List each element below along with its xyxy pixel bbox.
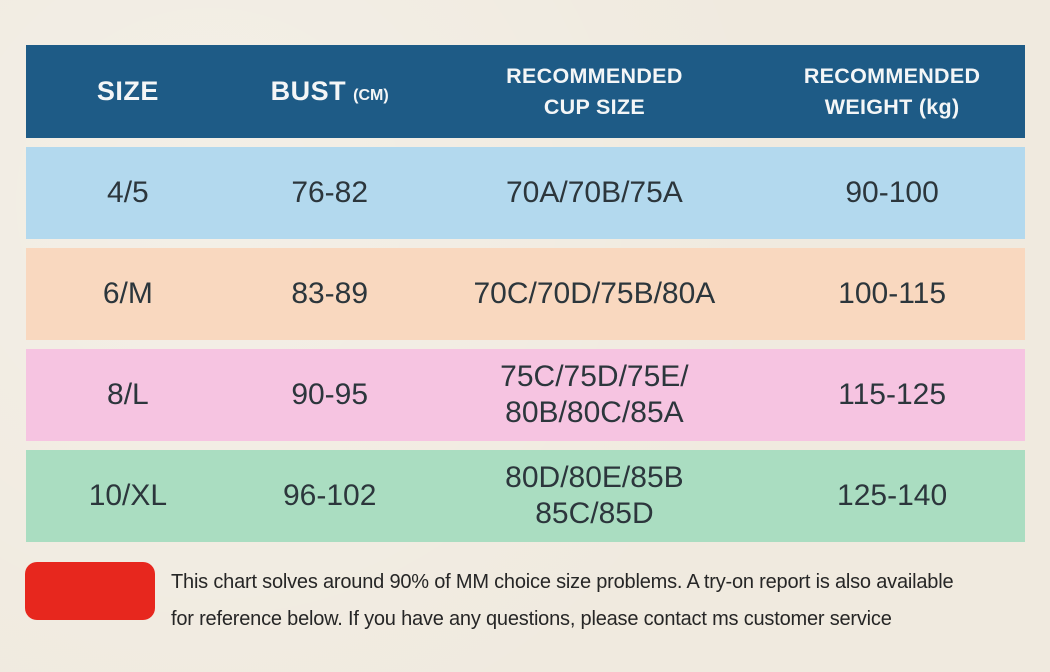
table-body: 4/5 76-82 70A/70B/75A 90-100 6/M 83-89 70C/70D… bbox=[26, 147, 1025, 542]
cell-size-value: 4/5 bbox=[107, 176, 149, 209]
header-weight-line2: WEIGHT (kg) bbox=[824, 94, 960, 119]
table-header-row: SIZE BUST (CM) RECOMMENDED CUP SIZE RECO… bbox=[26, 45, 1025, 138]
header-cup-line2: CUP SIZE bbox=[543, 94, 645, 119]
cell-cup: 70C/70D/75B/80A bbox=[430, 248, 760, 340]
cell-weight: 115-125 bbox=[759, 349, 1025, 441]
header-cell-cup: RECOMMENDED CUP SIZE bbox=[430, 45, 760, 138]
header-cell-bust: BUST (CM) bbox=[230, 45, 430, 138]
cell-size: 10/XL bbox=[26, 450, 230, 542]
footer-note-text: This chart solves around 90% of MM choic… bbox=[171, 562, 954, 638]
cell-bust-value: 90-95 bbox=[291, 378, 369, 411]
footer-note: This chart solves around 90% of MM choic… bbox=[25, 562, 1025, 638]
header-bust-unit: (CM) bbox=[353, 87, 389, 104]
cell-cup-value: 80B/80C/85A bbox=[505, 396, 684, 429]
table-row: 10/XL 96-102 80D/80E/85B 85C/85D 125-140 bbox=[26, 450, 1025, 542]
red-swatch bbox=[25, 562, 155, 620]
cell-cup-value: 70A/70B/75A bbox=[506, 176, 683, 209]
cell-weight: 125-140 bbox=[759, 450, 1025, 542]
cell-size-value: 6/M bbox=[102, 277, 153, 310]
cell-size: 6/M bbox=[26, 248, 230, 340]
table-row: 8/L 90-95 75C/75D/75E/80B/80C/85A 115-125 bbox=[26, 349, 1025, 441]
table-row: 4/5 76-82 70A/70B/75A 90-100 bbox=[26, 147, 1025, 239]
cell-cup: 70A/70B/75A bbox=[430, 147, 760, 239]
cell-bust-value: 83-89 bbox=[291, 277, 369, 310]
cell-bust: 96-102 bbox=[230, 450, 430, 542]
cell-cup-value: 70C/70D/75B/80A bbox=[473, 277, 716, 310]
cell-cup: 75C/75D/75E/80B/80C/85A bbox=[430, 349, 760, 441]
cell-weight: 90-100 bbox=[759, 147, 1025, 239]
header-cell-weight: RECOMMENDED WEIGHT (kg) bbox=[759, 45, 1025, 138]
table-row: 6/M 83-89 70C/70D/75B/80A 100-115 bbox=[26, 248, 1025, 340]
cell-weight-value: 115-125 bbox=[838, 378, 947, 411]
cell-size-value: 10/XL bbox=[88, 479, 168, 512]
header-weight-line1: RECOMMENDED bbox=[803, 63, 981, 88]
cell-weight: 100-115 bbox=[759, 248, 1025, 340]
cell-weight-value: 90-100 bbox=[845, 176, 939, 209]
cell-bust: 83-89 bbox=[230, 248, 430, 340]
cell-weight-value: 100-115 bbox=[838, 277, 947, 310]
header-size-label: SIZE bbox=[96, 76, 159, 106]
footer-note-line: This chart solves around 90% of MM choic… bbox=[171, 571, 954, 593]
cell-size: 8/L bbox=[26, 349, 230, 441]
cell-bust-value: 76-82 bbox=[291, 176, 369, 209]
cell-cup: 80D/80E/85B 85C/85D bbox=[430, 450, 760, 542]
cell-bust-value: 96-102 bbox=[282, 479, 377, 512]
cell-cup-value: 80D/80E/85B bbox=[505, 461, 684, 494]
header-bust-label: BUST bbox=[270, 76, 347, 106]
cell-size-value: 8/L bbox=[107, 378, 149, 411]
cell-bust: 76-82 bbox=[230, 147, 430, 239]
footer-note-line: for reference below. If you have any que… bbox=[171, 608, 892, 630]
header-cup-line1: RECOMMENDED bbox=[506, 63, 683, 88]
cell-cup-value: 75C/75D/75E/ bbox=[500, 360, 689, 393]
cell-cup-value: 85C/85D bbox=[535, 497, 654, 530]
size-chart-table: SIZE BUST (CM) RECOMMENDED CUP SIZE RECO… bbox=[26, 45, 1025, 542]
cell-size: 4/5 bbox=[26, 147, 230, 239]
header-cell-size: SIZE bbox=[26, 45, 230, 138]
cell-weight-value: 125-140 bbox=[837, 479, 948, 512]
cell-bust: 90-95 bbox=[230, 349, 430, 441]
header-bust-wrap: BUST (CM) bbox=[271, 76, 389, 107]
